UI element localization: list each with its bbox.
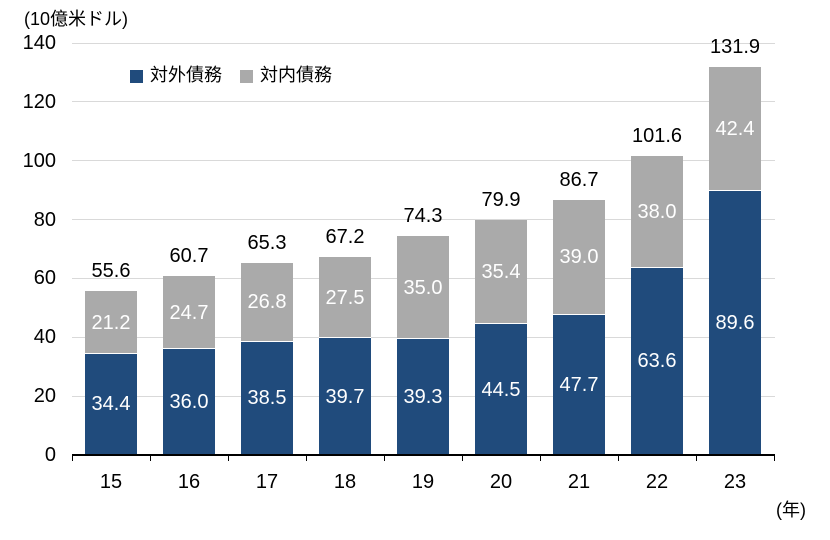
x-axis-tick [228, 455, 229, 461]
bar-segment-domestic-debt [85, 291, 137, 354]
gridline [72, 160, 775, 162]
bar-segment-external-debt [163, 349, 215, 455]
bar-value-label-domestic-debt: 21.2 [91, 311, 131, 334]
y-tick-label: 20 [33, 385, 56, 408]
bar-segment-external-debt [319, 338, 371, 455]
x-axis-tick [774, 455, 775, 461]
bar-segment-external-debt [85, 353, 137, 455]
legend-item-external-debt: 対外債務 [130, 64, 222, 86]
x-axis-label: 21 [567, 471, 591, 493]
legend-label-domestic-debt: 対内債務 [260, 65, 332, 85]
y-axis-unit-label: (10億米ドル) [24, 9, 129, 29]
bar-value-label-domestic-debt: 35.0 [403, 276, 443, 299]
bar-segment-external-debt [397, 339, 449, 455]
legend-item-domestic-debt: 対内債務 [240, 64, 332, 86]
bar-segment-external-debt [241, 341, 293, 455]
bar-segment-domestic-debt [319, 257, 371, 339]
bar-segment-external-debt [553, 314, 605, 455]
bar-total-label: 86.7 [559, 168, 599, 191]
bar-value-label-domestic-debt: 38.0 [637, 200, 677, 223]
bar-value-label-external-debt: 39.3 [403, 386, 443, 409]
bar-total-label: 79.9 [481, 188, 521, 211]
bar-segment-external-debt [631, 267, 683, 455]
bar-value-label-domestic-debt: 24.7 [169, 301, 209, 324]
x-axis-tick [384, 455, 385, 461]
legend-swatch-external-debt [130, 69, 143, 83]
x-axis-tick [150, 455, 151, 461]
x-axis-label: 23 [723, 471, 747, 493]
y-tick-label: 100 [22, 149, 56, 172]
x-axis-tick [540, 455, 541, 461]
y-tick-label: 140 [22, 32, 56, 54]
bar-segment-external-debt [475, 324, 527, 455]
bar-value-label-domestic-debt: 27.5 [325, 286, 365, 309]
x-axis-label: 20 [489, 471, 513, 493]
legend-label-external-debt: 対外債務 [150, 65, 222, 85]
bar-value-label-external-debt: 36.0 [169, 391, 209, 414]
x-axis-label: 17 [255, 471, 279, 493]
bar-segment-domestic-debt [397, 236, 449, 340]
bar-segment-domestic-debt [241, 262, 293, 342]
bar-value-label-external-debt: 39.7 [325, 385, 365, 408]
x-axis-label: 16 [177, 471, 201, 493]
y-tick-label: 80 [33, 208, 56, 231]
y-tick-label: 40 [33, 326, 56, 349]
gridline [72, 101, 775, 103]
x-axis-label: 22 [645, 471, 669, 493]
bar-total-label: 60.7 [169, 245, 209, 268]
bar-value-label-domestic-debt: 42.4 [715, 117, 755, 140]
x-axis-unit-label: (年) [776, 500, 806, 520]
x-axis-tick [72, 455, 73, 461]
bar-value-label-external-debt: 47.7 [559, 373, 599, 396]
x-axis-tick [462, 455, 463, 461]
bar-segment-domestic-debt [709, 66, 761, 192]
bar-segment-domestic-debt [553, 199, 605, 315]
x-axis-label: 18 [333, 471, 357, 493]
bar-segment-domestic-debt [631, 156, 683, 268]
bar-segment-domestic-debt [475, 219, 527, 325]
y-tick-label: 60 [33, 267, 56, 290]
bar-total-label: 131.9 [709, 35, 761, 58]
x-axis-label: 15 [99, 471, 123, 493]
bar-total-label: 101.6 [631, 125, 683, 147]
bar-value-label-domestic-debt: 26.8 [247, 291, 287, 314]
legend: 対外債務 対内債務 [130, 64, 332, 86]
bar-segment-external-debt [709, 191, 761, 455]
bar-value-label-external-debt: 89.6 [715, 312, 755, 335]
x-axis-tick [696, 455, 697, 461]
x-axis-tick [618, 455, 619, 461]
bar-total-label: 74.3 [403, 205, 443, 228]
bar-value-label-external-debt: 44.5 [481, 378, 521, 401]
bar-value-label-external-debt: 63.6 [637, 350, 677, 373]
bar-total-label: 55.6 [91, 260, 131, 283]
gridline [72, 219, 775, 221]
x-axis-tick [306, 455, 307, 461]
x-axis-line [72, 454, 775, 456]
y-tick-label: 120 [22, 90, 56, 113]
legend-swatch-domestic-debt [240, 69, 253, 83]
x-axis-label: 19 [411, 471, 435, 493]
bar-value-label-domestic-debt: 35.4 [481, 260, 521, 283]
bar-value-label-domestic-debt: 39.0 [559, 246, 599, 269]
bar-segment-domestic-debt [163, 276, 215, 350]
gridline [72, 42, 775, 44]
y-tick-label: 0 [44, 444, 56, 466]
bar-total-label: 67.2 [325, 226, 365, 249]
bar-value-label-external-debt: 34.4 [91, 393, 131, 416]
bar-total-label: 65.3 [247, 231, 287, 254]
bar-value-label-external-debt: 38.5 [247, 387, 287, 410]
